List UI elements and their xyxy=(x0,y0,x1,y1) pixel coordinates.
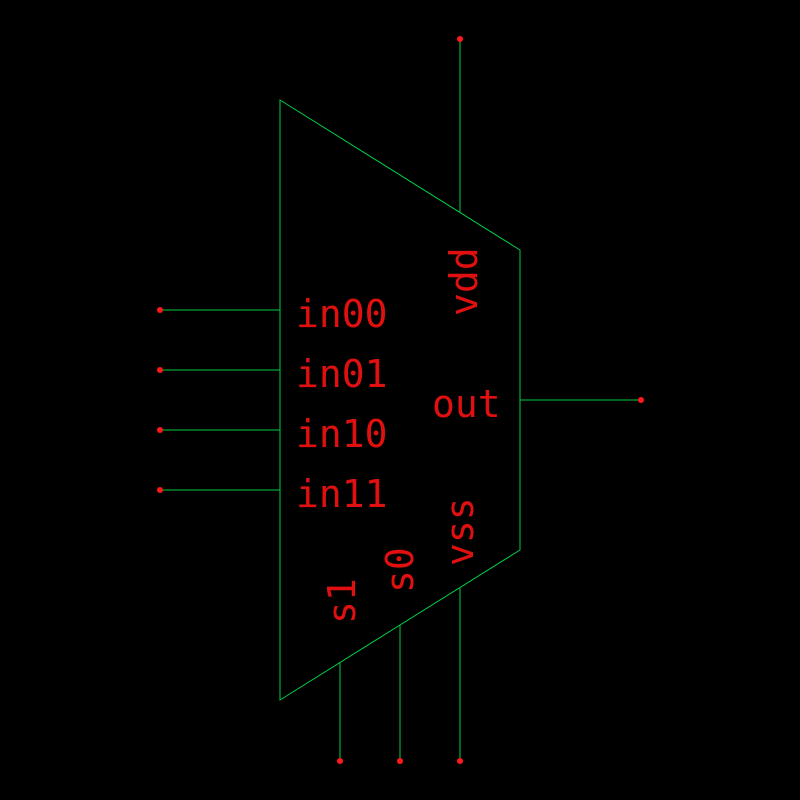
label-s1: s1 xyxy=(320,578,364,624)
label-in01: in01 xyxy=(296,352,388,396)
pin-in00[interactable] xyxy=(157,307,163,313)
mux-body xyxy=(279,99,521,701)
pin-in01[interactable] xyxy=(157,367,163,373)
pin-in11[interactable] xyxy=(157,487,163,493)
label-in10: in10 xyxy=(296,412,388,456)
pin-s0[interactable] xyxy=(397,758,403,764)
pin-in10[interactable] xyxy=(157,427,163,433)
pin-vss[interactable] xyxy=(457,758,463,764)
pin-out[interactable] xyxy=(638,397,644,403)
label-in11: in11 xyxy=(296,472,388,516)
pin-vdd[interactable] xyxy=(457,36,463,42)
label-s0: s0 xyxy=(378,547,422,593)
label-in00: in00 xyxy=(296,292,388,336)
label-vss: vss xyxy=(438,497,482,566)
pin-s1[interactable] xyxy=(337,758,343,764)
label-out: out xyxy=(432,382,501,426)
label-vdd: vdd xyxy=(442,247,486,316)
